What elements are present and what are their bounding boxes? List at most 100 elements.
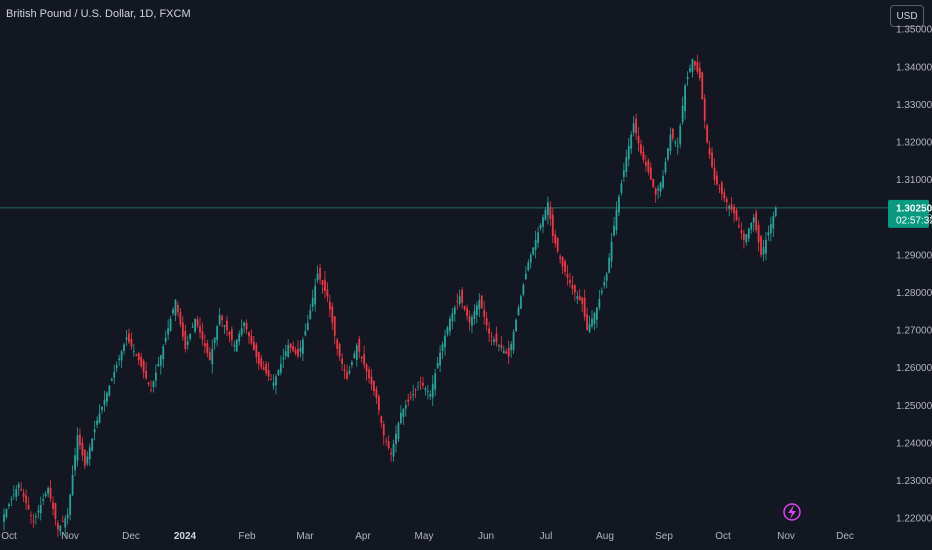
candle bbox=[179, 308, 182, 328]
candle bbox=[211, 339, 214, 374]
candle bbox=[20, 481, 23, 491]
time-tick-label: Dec bbox=[122, 531, 140, 542]
candle bbox=[456, 293, 459, 310]
candle bbox=[279, 355, 282, 376]
candle bbox=[69, 493, 72, 521]
candle bbox=[591, 310, 593, 329]
candle bbox=[275, 373, 277, 395]
candle bbox=[517, 304, 520, 317]
candle bbox=[98, 404, 101, 424]
candle bbox=[267, 362, 270, 382]
time-tick-label: Apr bbox=[355, 531, 371, 542]
candle bbox=[306, 314, 309, 331]
candle bbox=[461, 287, 464, 309]
price-tick-label: 1.25000 bbox=[896, 401, 932, 412]
candle bbox=[152, 380, 155, 393]
candle bbox=[446, 325, 449, 337]
candle bbox=[57, 519, 59, 538]
candle bbox=[130, 332, 133, 350]
time-tick-label: Oct bbox=[1, 531, 17, 542]
candle bbox=[657, 184, 660, 199]
candle bbox=[605, 271, 608, 289]
candle bbox=[554, 229, 557, 248]
candle bbox=[257, 351, 260, 370]
candle bbox=[382, 421, 385, 445]
candle bbox=[767, 225, 770, 241]
candle bbox=[414, 388, 417, 399]
candle bbox=[22, 488, 25, 502]
candle bbox=[733, 203, 735, 223]
candle bbox=[652, 178, 655, 188]
candle bbox=[248, 331, 250, 345]
candle bbox=[59, 525, 62, 536]
candle bbox=[627, 137, 630, 167]
candle bbox=[743, 229, 745, 249]
candle bbox=[664, 157, 667, 175]
candle bbox=[164, 330, 167, 345]
candle bbox=[336, 337, 339, 356]
candle bbox=[302, 336, 304, 362]
candle bbox=[123, 342, 125, 355]
candle bbox=[659, 181, 662, 197]
candle bbox=[429, 390, 432, 401]
candle bbox=[204, 334, 206, 354]
time-tick-label: Sep bbox=[655, 531, 673, 542]
candle bbox=[287, 339, 290, 359]
candle bbox=[498, 343, 500, 352]
candle bbox=[630, 131, 633, 155]
candle bbox=[478, 293, 481, 318]
candle bbox=[502, 345, 505, 354]
candle bbox=[370, 369, 373, 391]
candle bbox=[645, 155, 647, 172]
candle bbox=[47, 485, 49, 498]
candle bbox=[64, 515, 67, 537]
candle bbox=[762, 239, 765, 262]
candle bbox=[740, 222, 743, 240]
candle bbox=[483, 300, 486, 325]
currency-button[interactable]: USD bbox=[890, 5, 924, 27]
candle bbox=[750, 222, 753, 234]
time-tick-label: Dec bbox=[836, 531, 854, 542]
candle bbox=[25, 489, 27, 510]
candle bbox=[115, 361, 118, 373]
candle bbox=[549, 201, 552, 226]
candle bbox=[436, 356, 439, 369]
candle bbox=[507, 340, 510, 365]
candle bbox=[564, 259, 566, 277]
candle bbox=[674, 139, 677, 147]
price-tick-label: 1.26000 bbox=[896, 363, 932, 374]
price-tick-label: 1.34000 bbox=[896, 62, 932, 73]
candle bbox=[284, 344, 287, 360]
candle bbox=[720, 180, 723, 201]
candle bbox=[326, 282, 329, 303]
candle bbox=[120, 349, 123, 369]
time-tick-label: May bbox=[415, 531, 434, 542]
candle bbox=[581, 297, 584, 313]
candle bbox=[277, 368, 280, 377]
candle bbox=[3, 508, 5, 531]
candle bbox=[412, 384, 415, 401]
candle bbox=[718, 184, 721, 194]
candle bbox=[228, 330, 231, 343]
candle bbox=[289, 343, 292, 354]
candle bbox=[189, 333, 192, 342]
lightning-icon[interactable] bbox=[783, 503, 801, 521]
candle bbox=[150, 380, 152, 393]
candle bbox=[625, 149, 628, 178]
candle bbox=[728, 203, 731, 217]
candle bbox=[380, 415, 383, 428]
candle bbox=[385, 437, 388, 446]
candle bbox=[400, 405, 402, 425]
candle bbox=[510, 341, 513, 358]
candle bbox=[230, 326, 233, 346]
candle bbox=[101, 406, 103, 414]
candle bbox=[245, 319, 248, 334]
candle bbox=[96, 416, 98, 429]
candle bbox=[137, 351, 140, 366]
price-tick-label: 1.23000 bbox=[896, 476, 932, 487]
candle bbox=[586, 307, 588, 331]
candle bbox=[613, 216, 615, 237]
candle bbox=[304, 323, 307, 337]
